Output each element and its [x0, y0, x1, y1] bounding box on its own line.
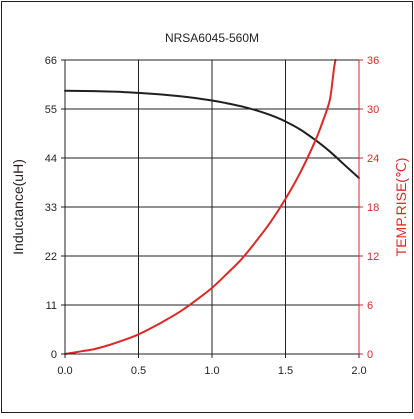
grid-layer — [65, 60, 359, 354]
y-tick-label: 22 — [45, 251, 57, 263]
y2-tick-label: 30 — [367, 104, 379, 116]
y2-tick-label: 36 — [367, 55, 379, 67]
y-tick-label: 0 — [51, 349, 57, 361]
y2-tick-label: 24 — [367, 153, 379, 165]
y2-tick-label: 0 — [367, 349, 373, 361]
x-tick-label: 0.5 — [131, 365, 146, 377]
temp_rise-series-line — [64, 59, 337, 355]
x-tick-label: 0.0 — [57, 365, 72, 377]
y2-tick-label: 6 — [367, 300, 373, 312]
y2-tick-label: 18 — [367, 202, 379, 214]
y2-axis-label: TEMP.RISE(℃) — [393, 158, 409, 257]
y-tick-label: 55 — [45, 104, 57, 116]
y-tick-label: 11 — [46, 300, 57, 312]
x-tick-label: 2.0 — [351, 365, 366, 377]
y2-tick-label: 12 — [367, 251, 379, 263]
y-tick-label: 33 — [45, 202, 57, 214]
y-axis-label: Inductance(uH) — [10, 159, 26, 255]
inductance-series-line — [64, 89, 360, 180]
chart-title: NRSA6045-560M — [165, 31, 259, 45]
series-layer — [64, 59, 360, 355]
y-tick-label: 44 — [45, 153, 57, 165]
x-tick-label: 1.0 — [204, 365, 219, 377]
x-tick-label: 1.5 — [278, 365, 293, 377]
y-tick-label: 66 — [45, 55, 57, 67]
